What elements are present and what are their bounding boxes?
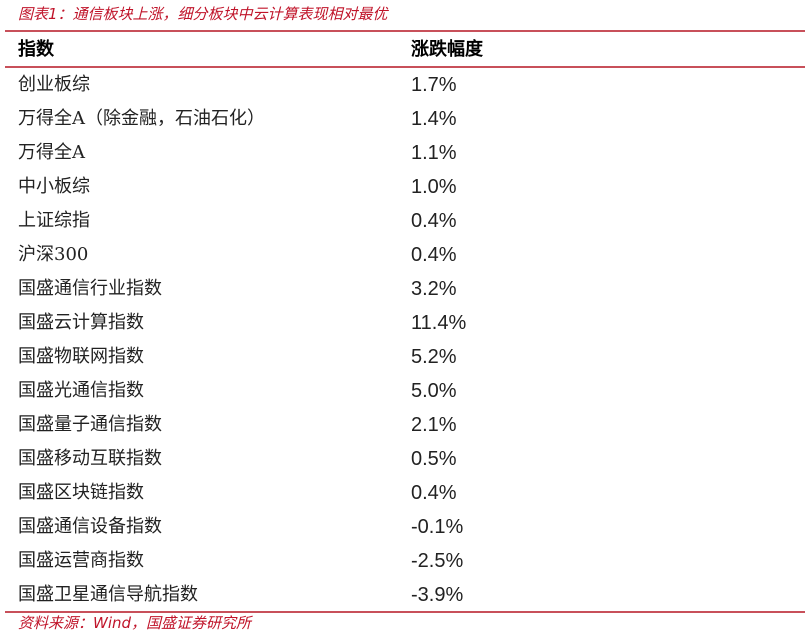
change-value: 5.0% bbox=[411, 380, 457, 402]
table-row: 国盛移动互联指数 0.5% bbox=[0, 442, 811, 476]
table-row: 万得全A 1.1% bbox=[0, 136, 811, 170]
figure-title: 图表1：通信板块上涨，细分板块中云计算表现相对最优 bbox=[18, 5, 388, 23]
index-name: 国盛卫星通信导航指数 bbox=[18, 584, 198, 605]
index-name: 国盛云计算指数 bbox=[18, 312, 144, 333]
index-name: 国盛量子通信指数 bbox=[18, 414, 162, 435]
index-name: 万得全A bbox=[18, 142, 85, 163]
header-change: 涨跌幅度 bbox=[411, 39, 483, 60]
table-row: 国盛云计算指数 11.4% bbox=[0, 306, 811, 340]
index-name: 国盛移动互联指数 bbox=[18, 448, 162, 469]
change-value: 0.5% bbox=[411, 448, 457, 470]
table-row: 国盛运营商指数 -2.5% bbox=[0, 544, 811, 578]
header-index: 指数 bbox=[18, 39, 54, 60]
table-row: 沪深300 0.4% bbox=[0, 238, 811, 272]
table-row: 中小板综 1.0% bbox=[0, 170, 811, 204]
table-row: 国盛区块链指数 0.4% bbox=[0, 476, 811, 510]
change-value: 2.1% bbox=[411, 414, 457, 436]
index-name: 国盛光通信指数 bbox=[18, 380, 144, 401]
index-name: 国盛区块链指数 bbox=[18, 482, 144, 503]
source-note: 资料来源：Wind，国盛证券研究所 bbox=[18, 614, 252, 632]
table-row: 万得全A（除金融，石油石化） 1.4% bbox=[0, 102, 811, 136]
index-name: 中小板综 bbox=[18, 176, 90, 197]
change-value: 1.7% bbox=[411, 74, 457, 96]
change-value: -0.1% bbox=[411, 516, 464, 538]
change-value: 5.2% bbox=[411, 346, 457, 368]
top-rule bbox=[5, 30, 805, 32]
table-row: 国盛量子通信指数 2.1% bbox=[0, 408, 811, 442]
bottom-rule bbox=[5, 611, 805, 613]
table-row: 国盛通信行业指数 3.2% bbox=[0, 272, 811, 306]
change-value: 0.4% bbox=[411, 482, 457, 504]
header-rule bbox=[5, 66, 805, 68]
table-row: 上证综指 0.4% bbox=[0, 204, 811, 238]
change-value: 1.4% bbox=[411, 108, 457, 130]
change-value: 11.4% bbox=[411, 312, 467, 334]
index-name: 国盛运营商指数 bbox=[18, 550, 144, 571]
index-name: 国盛通信设备指数 bbox=[18, 516, 162, 537]
index-name: 创业板综 bbox=[18, 74, 90, 95]
change-value: 0.4% bbox=[411, 244, 457, 266]
change-value: -2.5% bbox=[411, 550, 464, 572]
change-value: 1.1% bbox=[411, 142, 457, 164]
table-row: 创业板综 1.7% bbox=[0, 68, 811, 102]
index-name: 万得全A（除金融，石油石化） bbox=[18, 108, 265, 129]
index-name: 上证综指 bbox=[18, 210, 90, 231]
index-name: 沪深300 bbox=[18, 244, 89, 265]
table-row: 国盛物联网指数 5.2% bbox=[0, 340, 811, 374]
change-value: 0.4% bbox=[411, 210, 457, 232]
change-value: 3.2% bbox=[411, 278, 457, 300]
index-name: 国盛物联网指数 bbox=[18, 346, 144, 367]
table-row: 国盛卫星通信导航指数 -3.9% bbox=[0, 578, 811, 612]
index-name: 国盛通信行业指数 bbox=[18, 278, 162, 299]
change-value: 1.0% bbox=[411, 176, 457, 198]
table-row: 国盛通信设备指数 -0.1% bbox=[0, 510, 811, 544]
table-row: 国盛光通信指数 5.0% bbox=[0, 374, 811, 408]
change-value: -3.9% bbox=[411, 584, 464, 606]
